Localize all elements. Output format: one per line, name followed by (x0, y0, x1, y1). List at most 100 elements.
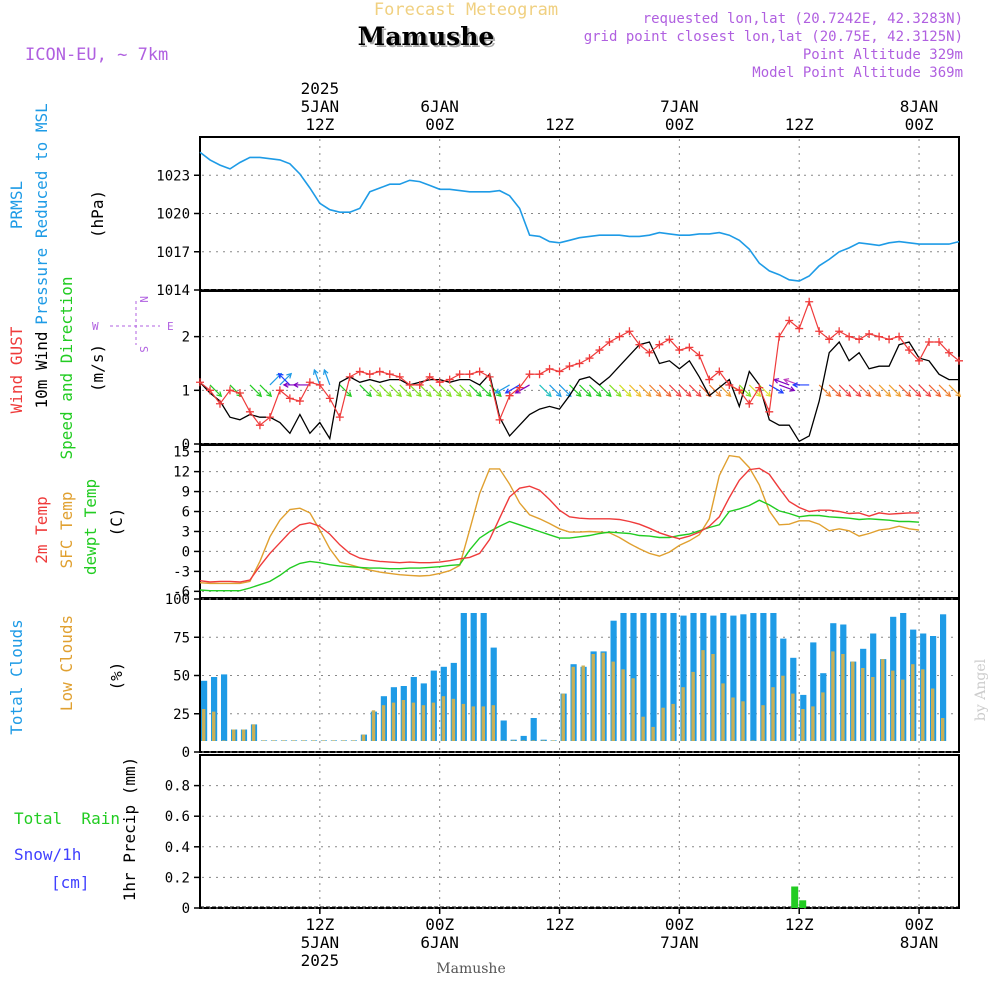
precip-unit-label: 1hr Precip (mm) (120, 757, 139, 902)
gust-marker (385, 370, 394, 379)
wind-arrow-shaft (908, 384, 921, 397)
wind-arrow-shaft (858, 384, 871, 397)
wind-arrow-head (323, 368, 329, 375)
wind-arrow-shaft (449, 384, 462, 397)
precip-tick-label: 0.4 (165, 840, 190, 856)
wind-arrow (389, 384, 402, 398)
wind-arrow-shaft (439, 384, 452, 397)
bottom-time-label: 8JAN (900, 933, 939, 952)
wind-arrow (791, 382, 810, 388)
dewpoint-series (199, 499, 920, 592)
low-cloud-bar (791, 693, 795, 741)
precip-tick-label: 0 (182, 901, 190, 917)
low-cloud-bar (681, 687, 685, 741)
pressure-label-msl: Pressure Reduced to MSL (32, 103, 51, 325)
gust-marker (355, 367, 364, 376)
low-cloud-bar (212, 711, 216, 741)
low-cloud-bar (381, 705, 386, 741)
wind-arrow-shaft (515, 384, 530, 394)
gust-marker (525, 370, 534, 379)
total-cloud-bar (490, 647, 497, 741)
low-cloud-bar (811, 706, 815, 741)
wind-arrow (629, 384, 642, 398)
legend-total-rain: Total Rain (14, 809, 120, 828)
wind-arrow-head (765, 391, 772, 398)
gust-marker (445, 375, 454, 384)
wind-arrow-shaft (619, 384, 632, 397)
wind-arrow-shaft (828, 384, 841, 397)
pressure-series (199, 151, 960, 282)
low-cloud-bar (671, 703, 675, 741)
wind-arrow-shaft (888, 384, 901, 397)
wind-arrow-head (685, 391, 692, 398)
wind-panel: Wind GUST 10m Wind Speed and Direction (… (7, 276, 963, 460)
low-cloud-bar (281, 740, 286, 741)
rain-bar (791, 886, 799, 908)
wind-arrow-head (675, 391, 682, 398)
total-cloud-bar (720, 613, 727, 741)
wind-arrow-shaft (738, 384, 752, 397)
low-cloud-bar (371, 710, 376, 741)
wind-arrow (898, 384, 912, 398)
gust-marker (795, 324, 804, 333)
gust-marker (405, 380, 414, 389)
low-cloud-bar (641, 716, 645, 741)
low-cloud-bar (711, 654, 715, 741)
temp-tick-label: 3 (182, 524, 190, 540)
temp-ticks: -6 -3 0 3 6 9 12 15 (173, 445, 958, 600)
low-cloud-bar (741, 701, 745, 741)
precip-ticks: 0 0.2 0.4 0.6 0.8 (165, 757, 958, 917)
wind-arrow-head (905, 391, 912, 398)
gust-marker (675, 346, 684, 355)
bottom-time-label: 12Z (545, 915, 574, 934)
total-cloud-bar (810, 642, 817, 741)
wind-arrow-head (416, 391, 422, 398)
low-cloud-bar (601, 652, 605, 741)
temp-tick-label: 15 (173, 445, 190, 461)
low-cloud-bar (391, 702, 396, 741)
low-cloud-bar (271, 740, 276, 741)
wind-arrow (569, 384, 582, 398)
wind-arrow (938, 384, 952, 398)
low-cloud-bar (451, 698, 456, 741)
gust-marker (565, 362, 574, 371)
low-cloud-bar (611, 661, 615, 741)
wind-label-10m: 10m Wind (32, 331, 51, 408)
total-cloud-bar (530, 718, 537, 741)
wind-arrow-shaft (339, 384, 352, 397)
wind-arrow-shaft (748, 384, 762, 397)
wind-arrow-head (376, 391, 382, 398)
low-cloud-bar (521, 740, 525, 741)
gust-marker (755, 383, 764, 392)
temp-tick-label: -3 (173, 564, 190, 580)
wind-arrow-shaft (379, 384, 392, 397)
low-cloud-bar (661, 707, 665, 741)
requested-coords: requested lon,lat (20.7242E, 42.3283N) (643, 11, 963, 27)
wind-arrow-head (615, 391, 622, 398)
gust-marker (695, 351, 704, 360)
wind-arrow (589, 384, 602, 398)
wind-arrow (439, 384, 452, 398)
wind-label-gust: Wind GUST (7, 326, 26, 413)
wind-arrow-head (955, 391, 962, 398)
wind-arrow-shaft (579, 384, 592, 397)
wind-arrow (209, 384, 223, 398)
wind-tick-label: 1 (182, 383, 190, 399)
precip-tick-label: 0.2 (165, 870, 190, 886)
wind-arrow (579, 384, 592, 398)
total-cloud-bar (940, 614, 947, 741)
wind-arrow (868, 384, 882, 398)
low-cloud-bar (781, 675, 785, 741)
total-cloud-bar (540, 739, 547, 741)
wind-arrow-head (783, 378, 790, 384)
gust-marker (875, 332, 884, 341)
wind-arrow (878, 384, 892, 398)
legend-snow: Snow/1h (14, 845, 81, 864)
gust-marker (275, 386, 284, 395)
low-cloud-bar (911, 664, 915, 741)
wind-arrow (638, 384, 652, 398)
total-cloud-bar (500, 720, 507, 741)
gust-marker (935, 338, 944, 346)
